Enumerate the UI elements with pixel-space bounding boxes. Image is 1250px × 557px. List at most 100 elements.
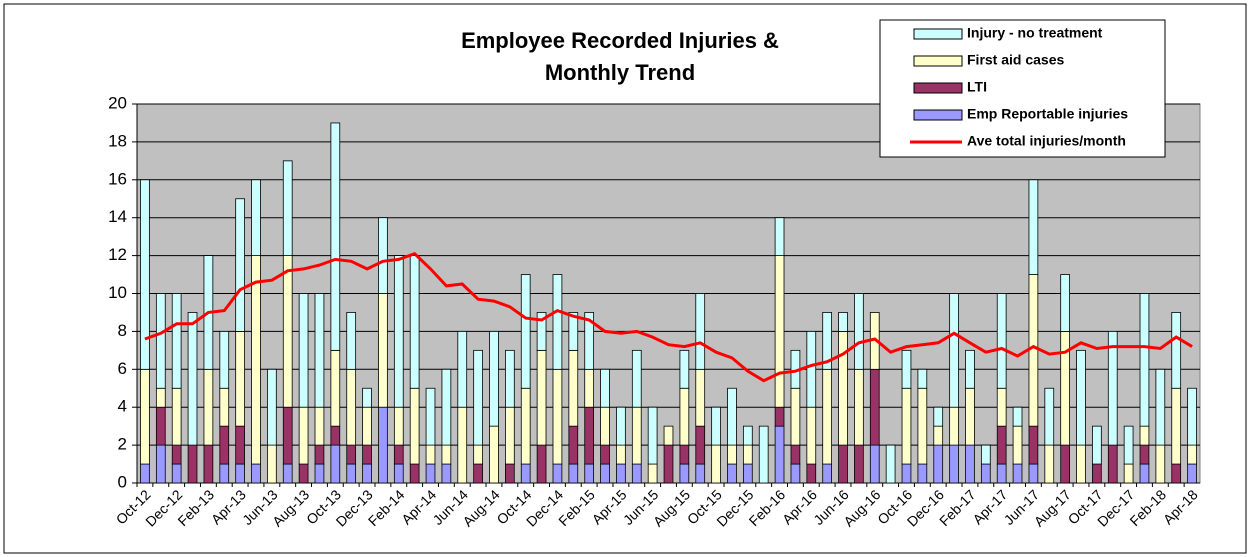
bar-segment xyxy=(235,463,245,484)
y-tick-label: 10 xyxy=(108,283,127,302)
bar-segment xyxy=(695,425,706,465)
bar-segment xyxy=(282,160,293,257)
bar-segment xyxy=(346,444,357,465)
bar-segment xyxy=(425,387,436,446)
bar-segment xyxy=(1155,368,1166,446)
bar-segment xyxy=(790,444,801,465)
bar-segment xyxy=(441,463,452,484)
bar-segment xyxy=(1028,274,1039,427)
bar-segment xyxy=(1092,463,1102,484)
bar-segment xyxy=(505,406,515,465)
bar-segment xyxy=(1155,444,1166,484)
bar-segment xyxy=(1139,444,1150,465)
bar-segment xyxy=(1171,463,1182,484)
bar-segment xyxy=(473,349,483,446)
bar-segment xyxy=(742,444,753,465)
bar-segment xyxy=(378,406,388,484)
legend-swatch xyxy=(913,55,963,67)
bar-segment xyxy=(520,463,531,484)
legend-swatch xyxy=(913,109,963,121)
bar-segment xyxy=(711,444,721,484)
bar-segment xyxy=(1187,387,1197,446)
bar-segment xyxy=(378,293,388,408)
bar-segment xyxy=(1028,179,1039,275)
bar-segment xyxy=(171,387,182,446)
bar-segment xyxy=(505,463,515,484)
bar-segment xyxy=(727,463,737,484)
bar-segment xyxy=(949,293,959,408)
bar-segment xyxy=(647,406,658,465)
bar-segment xyxy=(568,349,579,427)
bar-segment xyxy=(314,444,325,465)
bar-segment xyxy=(584,463,595,484)
bar-segment xyxy=(1171,312,1182,389)
bar-segment xyxy=(457,406,468,484)
bar-segment xyxy=(742,463,753,484)
bar-segment xyxy=(1076,444,1086,484)
bar-segment xyxy=(1012,463,1023,484)
bar-segment xyxy=(235,198,245,332)
bar-segment xyxy=(219,425,230,465)
bar-segment xyxy=(933,425,944,446)
bar-segment xyxy=(1060,444,1070,484)
bar-segment xyxy=(663,444,674,484)
bar-segment xyxy=(536,312,547,351)
bar-segment xyxy=(838,312,848,332)
bar-segment xyxy=(568,312,579,351)
bar-segment xyxy=(140,179,150,370)
bar-segment xyxy=(822,463,832,484)
bar-segment xyxy=(346,463,357,484)
bar-segment xyxy=(854,368,864,446)
bar-segment xyxy=(425,463,436,484)
bar-segment xyxy=(536,349,547,446)
bar-segment xyxy=(949,444,959,484)
bar-segment xyxy=(520,274,531,389)
bar-segment xyxy=(393,255,404,408)
bar-segment xyxy=(695,463,706,484)
bar-segment xyxy=(1139,425,1150,446)
bar-segment xyxy=(314,463,325,484)
bar-segment xyxy=(584,406,595,465)
bar-segment xyxy=(171,444,182,465)
bar-segment xyxy=(584,312,595,370)
bar-segment xyxy=(282,255,293,408)
bar-segment xyxy=(600,368,610,408)
bar-segment xyxy=(996,425,1007,465)
bar-segment xyxy=(1028,425,1039,465)
legend-label: Injury - no treatment xyxy=(967,25,1103,41)
bar-segment xyxy=(155,293,166,389)
bar-segment xyxy=(251,463,261,484)
y-tick-label: 2 xyxy=(118,435,127,454)
bar-segment xyxy=(806,406,817,465)
bar-segment xyxy=(711,406,721,446)
bar-segment xyxy=(774,217,785,256)
bar-segment xyxy=(600,463,610,484)
bar-segment xyxy=(203,444,214,484)
bar-segment xyxy=(885,444,896,484)
bar-segment xyxy=(393,444,404,465)
bar-segment xyxy=(917,387,928,465)
bar-segment xyxy=(251,179,261,257)
bar-segment xyxy=(267,368,277,446)
y-tick-label: 16 xyxy=(108,169,127,188)
bar-segment xyxy=(806,463,817,484)
y-tick-label: 20 xyxy=(108,93,127,112)
bar-segment xyxy=(854,444,864,484)
bar-segment xyxy=(600,444,610,465)
bar-segment xyxy=(282,406,293,465)
bar-segment xyxy=(171,463,182,484)
bar-segment xyxy=(838,444,848,484)
bar-segment xyxy=(441,368,452,446)
bar-segment xyxy=(679,387,690,446)
bar-segment xyxy=(806,330,817,408)
bar-segment xyxy=(965,387,975,446)
bar-segment xyxy=(155,406,166,446)
bar-segment xyxy=(1012,406,1023,427)
bar-segment xyxy=(996,387,1007,427)
bar-segment xyxy=(1012,425,1023,465)
bar-segment xyxy=(965,349,975,389)
legend-label: First aid cases xyxy=(967,52,1064,68)
bar-segment xyxy=(933,444,944,484)
bar-segment xyxy=(790,463,801,484)
y-tick-label: 4 xyxy=(118,397,127,416)
